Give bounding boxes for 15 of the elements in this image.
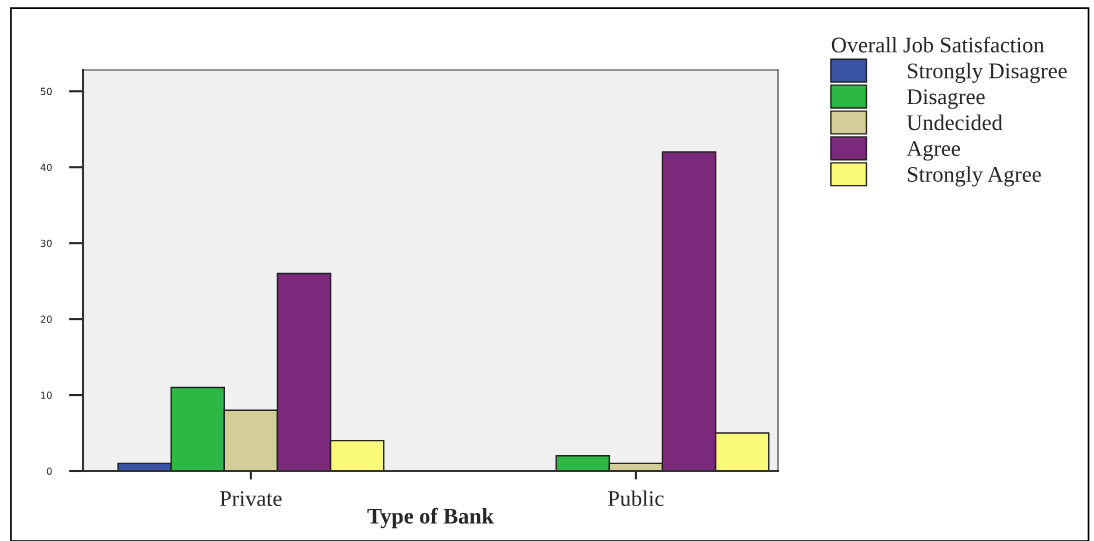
x-axis-title: Type of Bank	[367, 507, 494, 529]
legend-label: Disagree	[907, 89, 985, 109]
x-tick-label: Public	[608, 490, 664, 507]
legend-label: Strongly Disagree	[907, 62, 1067, 83]
y-tick-label: 0	[46, 467, 52, 475]
y-tick-label: 50	[40, 87, 52, 96]
legend-label: Strongly Agree	[907, 166, 1041, 187]
y-tick-label: 30	[40, 239, 52, 247]
legend-title: Overall Job Satisfaction	[831, 36, 1045, 53]
x-tick-label: Private	[220, 491, 282, 507]
legend-label: Undecided	[906, 114, 1003, 131]
y-tick-label: 40	[40, 163, 52, 172]
y-tick-label: 20	[40, 315, 52, 323]
y-tick-label: 10	[41, 391, 52, 399]
legend-label: Agree	[906, 141, 960, 161]
